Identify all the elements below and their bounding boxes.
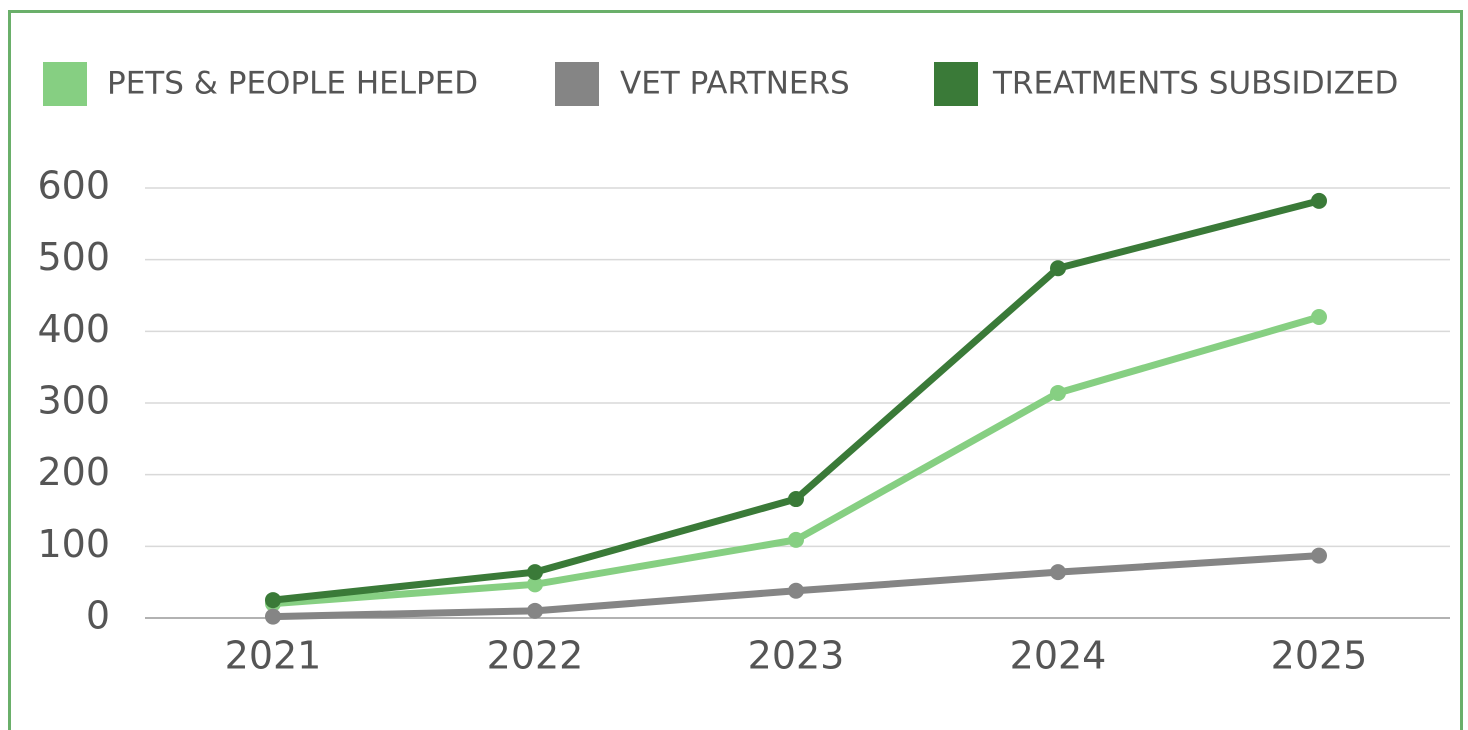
data-point bbox=[527, 564, 543, 581]
data-point bbox=[1311, 192, 1327, 209]
y-tick-label: 600 bbox=[37, 164, 110, 208]
y-tick-label: 500 bbox=[37, 235, 110, 279]
data-point bbox=[1050, 564, 1066, 581]
data-point bbox=[1050, 260, 1066, 277]
x-tick-label: 2023 bbox=[748, 634, 845, 678]
data-point bbox=[1311, 309, 1327, 325]
y-tick-label: 200 bbox=[37, 450, 110, 494]
data-point bbox=[1050, 384, 1066, 401]
data-point bbox=[788, 531, 804, 548]
data-point bbox=[265, 592, 281, 609]
x-tick-label: 2025 bbox=[1271, 634, 1368, 678]
legend-label: VET PARTNERS bbox=[620, 66, 850, 102]
data-point bbox=[1311, 547, 1327, 564]
series-line bbox=[272, 313, 1320, 608]
data-point bbox=[788, 582, 804, 599]
y-tick-label: 100 bbox=[37, 522, 110, 566]
data-point bbox=[527, 602, 543, 619]
legend-swatch bbox=[555, 62, 599, 106]
legend-swatch bbox=[934, 62, 978, 106]
legend-label: TREATMENTS SUBSIDIZED bbox=[992, 66, 1398, 102]
data-point bbox=[788, 491, 804, 508]
y-tick-label: 0 bbox=[86, 594, 110, 638]
data-point bbox=[265, 608, 281, 625]
x-tick-label: 2022 bbox=[487, 634, 584, 678]
x-tick-label: 2021 bbox=[225, 634, 322, 678]
data-point bbox=[527, 576, 543, 593]
legend-label: PETS & PEOPLE HELPED bbox=[107, 66, 478, 102]
y-tick-label: 300 bbox=[37, 379, 110, 423]
legend-swatch bbox=[43, 62, 87, 106]
frame bbox=[8, 10, 1463, 730]
y-tick-label: 400 bbox=[37, 307, 110, 351]
x-tick-label: 2024 bbox=[1010, 634, 1107, 678]
